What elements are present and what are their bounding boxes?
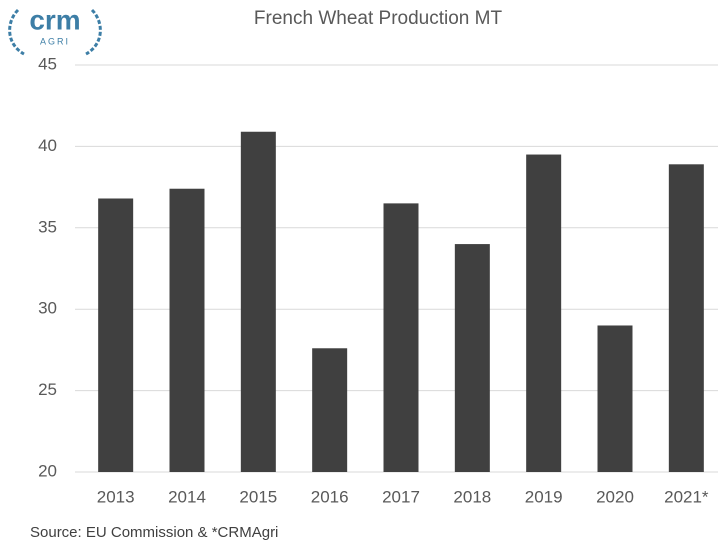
y-tick-label: 35	[38, 217, 57, 236]
x-tick-label: 2013	[97, 487, 135, 506]
x-tick-label: 2017	[382, 487, 420, 506]
logo: crm AGRI	[8, 4, 102, 56]
y-tick-label: 30	[38, 299, 57, 318]
x-tick-label: 2021*	[664, 487, 709, 506]
laurel-right	[85, 8, 102, 56]
logo-name: crm	[29, 4, 80, 35]
laurel-left	[8, 8, 25, 56]
bar	[383, 203, 419, 472]
x-tick-label: 2014	[168, 487, 206, 506]
bar	[312, 348, 348, 472]
x-tick-label: 2018	[453, 487, 491, 506]
y-tick-label: 20	[38, 461, 57, 480]
bar	[668, 164, 704, 473]
logo-subname: AGRI	[40, 36, 70, 46]
bar	[98, 198, 134, 472]
bar	[454, 244, 490, 472]
x-tick-label: 2016	[311, 487, 349, 506]
y-tick-label: 45	[38, 54, 57, 73]
bar	[526, 154, 562, 473]
x-tick-label: 2019	[525, 487, 563, 506]
bar	[597, 325, 633, 472]
x-tick-label: 2015	[239, 487, 277, 506]
x-tick-label: 2020	[596, 487, 634, 506]
bar	[169, 188, 205, 472]
source: Source: EU Commission & *CRMAgri	[30, 524, 278, 541]
chart-title: French Wheat Production MT	[254, 8, 503, 29]
y-tick-label: 40	[38, 136, 57, 155]
bar	[240, 131, 276, 473]
y-tick-label: 25	[38, 380, 57, 399]
